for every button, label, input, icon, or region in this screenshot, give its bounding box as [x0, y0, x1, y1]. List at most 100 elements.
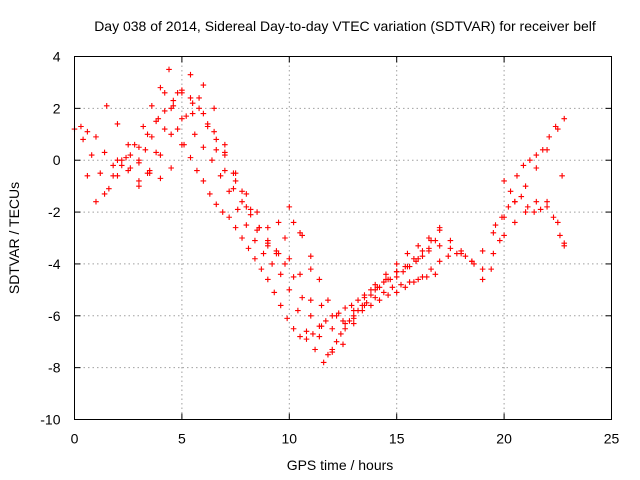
data-point — [136, 183, 142, 189]
data-point — [290, 325, 297, 332]
data-point — [161, 126, 168, 132]
x-tick-label: 25 — [604, 431, 620, 447]
data-point — [411, 279, 417, 285]
data-point — [342, 325, 348, 332]
data-point — [527, 157, 533, 164]
data-point — [247, 206, 254, 213]
data-point — [320, 359, 327, 366]
data-point — [402, 263, 409, 270]
data-point — [368, 302, 374, 309]
y-axis-label: SDTVAR / TECUs — [6, 182, 22, 294]
y-tick-label: 2 — [53, 100, 61, 116]
data-point — [101, 191, 108, 197]
data-point — [329, 349, 336, 355]
data-point — [355, 297, 361, 304]
data-point — [196, 105, 202, 112]
data-point — [537, 206, 544, 213]
data-point — [191, 131, 198, 138]
data-point — [136, 144, 142, 151]
data-point — [144, 131, 151, 138]
data-point — [232, 224, 239, 231]
data-point — [189, 100, 196, 106]
data-point — [230, 185, 237, 192]
data-point — [419, 253, 426, 259]
data-point — [385, 292, 391, 298]
data-point — [211, 105, 217, 112]
data-point — [265, 237, 271, 244]
data-point — [512, 198, 518, 205]
data-point — [348, 302, 355, 309]
data-point — [286, 287, 293, 293]
data-point — [497, 237, 503, 244]
data-point — [445, 253, 452, 259]
x-tick-label: 10 — [282, 431, 298, 447]
data-point — [213, 201, 220, 208]
data-point — [118, 162, 125, 169]
data-point — [204, 123, 211, 130]
data-point — [136, 178, 142, 184]
data-point — [329, 325, 336, 332]
data-point — [245, 245, 252, 252]
data-point — [318, 302, 325, 309]
data-point — [447, 245, 454, 252]
data-point — [200, 178, 207, 184]
series-track-8 — [501, 123, 565, 195]
data-point — [325, 351, 331, 358]
data-point — [157, 175, 164, 182]
data-point — [312, 346, 318, 353]
data-point — [333, 338, 340, 345]
data-point — [389, 284, 396, 291]
data-point — [217, 172, 224, 179]
data-point — [297, 271, 303, 278]
data-point — [479, 276, 486, 283]
y-tick-label: -4 — [48, 256, 61, 272]
data-point — [458, 248, 464, 254]
data-point — [303, 336, 310, 342]
data-point — [213, 136, 220, 143]
data-point — [179, 115, 185, 122]
data-point — [428, 237, 434, 244]
data-point — [286, 255, 293, 262]
data-point — [187, 71, 194, 78]
data-point — [393, 289, 400, 296]
ticks — [74, 56, 612, 420]
data-point — [196, 95, 202, 101]
data-point — [342, 320, 348, 327]
data-point — [557, 232, 563, 239]
data-point — [239, 235, 245, 241]
data-point — [385, 276, 391, 283]
data-point — [222, 141, 228, 148]
data-point — [265, 242, 271, 249]
x-tick-label: 15 — [389, 431, 405, 447]
data-point — [436, 224, 443, 231]
data-point — [222, 149, 228, 156]
chart-title: Day 038 of 2014, Sidereal Day-to-day VTE… — [94, 18, 596, 34]
data-point — [505, 204, 512, 210]
data-point — [258, 266, 265, 272]
data-point — [282, 261, 288, 267]
data-point — [323, 318, 329, 324]
data-point — [333, 312, 340, 319]
data-point — [243, 191, 250, 197]
data-point — [200, 110, 207, 117]
data-point — [153, 118, 159, 125]
data-point — [149, 134, 155, 140]
data-point — [243, 222, 250, 228]
data-point — [522, 183, 529, 189]
data-point — [256, 224, 263, 231]
x-axis-label: GPS time / hours — [287, 457, 394, 473]
data-point — [533, 198, 540, 205]
data-point — [400, 268, 406, 275]
data-point — [187, 154, 194, 161]
data-point — [350, 307, 357, 314]
data-point — [290, 274, 297, 280]
data-point — [226, 188, 232, 195]
data-point — [561, 242, 568, 249]
data-point — [78, 123, 84, 130]
data-point — [436, 242, 443, 249]
data-point — [290, 219, 297, 226]
data-point — [168, 165, 174, 171]
data-point — [144, 170, 151, 176]
data-point — [142, 147, 149, 153]
data-point — [499, 214, 505, 221]
